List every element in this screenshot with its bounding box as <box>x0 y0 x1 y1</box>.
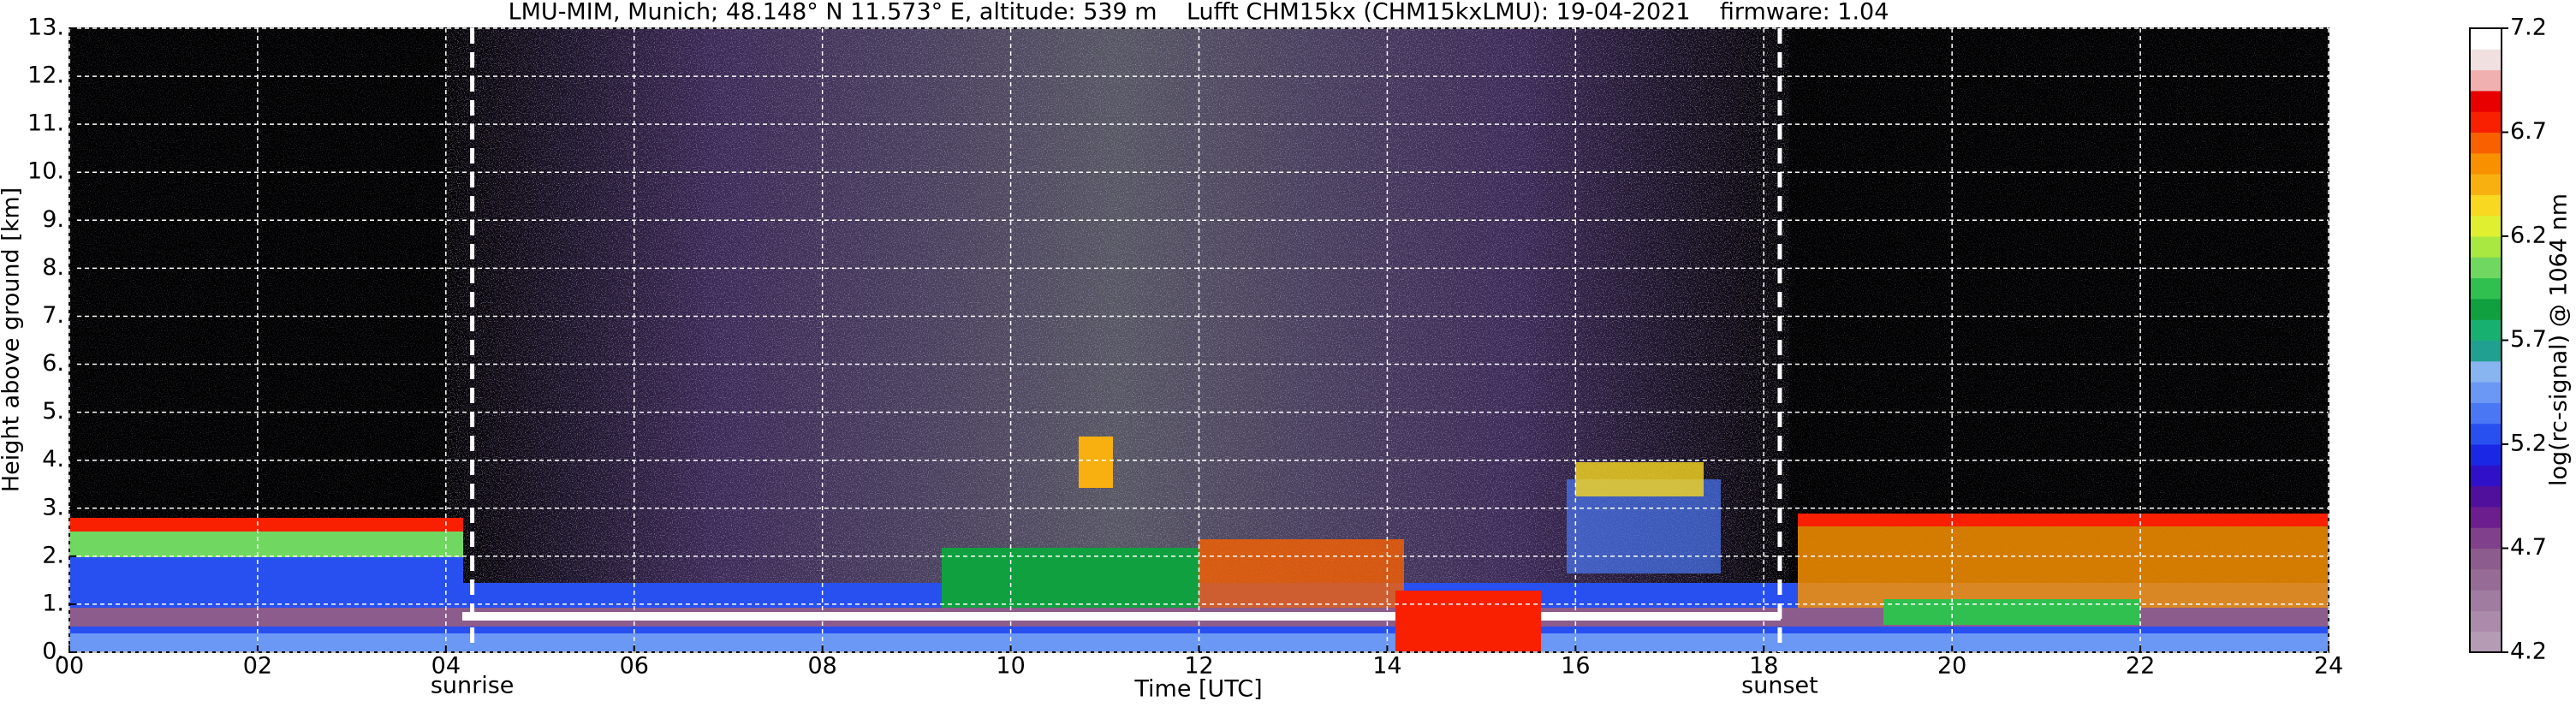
x-tick-label: 20 <box>1937 653 1966 680</box>
colorbar-segment <box>2470 360 2502 383</box>
colorbar-segment <box>2470 340 2502 362</box>
y-tick-label: 6. <box>42 350 64 377</box>
x-tick-label: 16 <box>1561 653 1590 680</box>
colorbar-segment <box>2470 111 2502 133</box>
x-tick-label: 04 <box>431 653 461 680</box>
x-tick-label: 14 <box>1372 653 1401 680</box>
colorbar-segment <box>2470 631 2502 653</box>
y-tick-label: 0. <box>42 639 64 665</box>
colorbar-segment <box>2470 506 2502 528</box>
colorbar-tick-label: 4.7 <box>2510 534 2547 561</box>
colorbar-label: log(rc-signal) @ 1064 nm <box>2546 193 2573 486</box>
colorbar-segment <box>2470 590 2502 611</box>
colorbar-segment <box>2470 174 2502 195</box>
y-tick-label: 10. <box>27 158 64 185</box>
y-axis-label: Height above ground [km] <box>0 187 25 492</box>
y-tick-label: 5. <box>42 398 64 425</box>
y-tick-label: 8. <box>42 254 64 281</box>
colorbar-segment <box>2470 257 2502 279</box>
y-tick-label: 11. <box>27 110 64 137</box>
colorbar-segment <box>2470 298 2502 320</box>
colorbar-segment <box>2470 444 2502 466</box>
x-tick-label: 10 <box>996 653 1025 680</box>
x-tick-label: 22 <box>2126 653 2155 680</box>
event-label: sunrise <box>431 673 515 699</box>
colorbar-segment <box>2470 319 2502 341</box>
x-tick-label: 08 <box>807 653 836 680</box>
colorbar-segment <box>2470 90 2502 112</box>
colorbar-segment <box>2470 527 2502 549</box>
colorbar-segment <box>2470 485 2502 508</box>
colorbar-segment <box>2470 28 2502 50</box>
event-label: sunset <box>1741 673 1818 699</box>
colorbar-tick-label: 5.7 <box>2510 326 2547 353</box>
y-tick-label: 2. <box>42 542 64 568</box>
colorbar-segment <box>2470 69 2502 92</box>
x-tick-label: 06 <box>620 653 649 680</box>
colorbar-segment <box>2470 132 2502 154</box>
y-tick-label: 9. <box>42 206 64 233</box>
colorbar-segment <box>2470 382 2502 403</box>
colorbar-segment <box>2470 236 2502 258</box>
x-tick-label: 24 <box>2314 653 2343 680</box>
x-tick-label: 02 <box>243 653 272 680</box>
colorbar-segment <box>2470 402 2502 425</box>
colorbar-segment <box>2470 465 2502 487</box>
chart-title: LMU-MIM, Munich; 48.148° N 11.573° E, al… <box>509 0 1889 26</box>
y-tick-label: 1. <box>42 590 64 616</box>
colorbar-segment <box>2470 215 2502 237</box>
y-tick-label: 4. <box>42 446 64 472</box>
x-tick-label: 18 <box>1749 653 1778 680</box>
colorbar-segment <box>2470 277 2502 300</box>
y-tick-label: 7. <box>42 302 64 329</box>
colorbar-tick-label: 6.7 <box>2510 118 2547 145</box>
colorbar-segment <box>2470 152 2502 175</box>
colorbar-segment <box>2470 49 2502 71</box>
colorbar-tick-label: 7.2 <box>2510 15 2547 41</box>
colorbar-segment <box>2470 548 2502 570</box>
x-tick-label: 00 <box>55 653 84 680</box>
colorbar-segment <box>2470 194 2502 217</box>
colorbar-tick-label: 4.2 <box>2510 639 2547 665</box>
x-tick-label: 12 <box>1184 653 1213 680</box>
x-axis-label: Time [UTC] <box>1133 676 1262 703</box>
colorbar-segment <box>2470 423 2502 445</box>
y-tick-label: 12. <box>27 62 64 89</box>
colorbar-segment <box>2470 610 2502 633</box>
y-tick-label: 3. <box>42 494 64 520</box>
colorbar-tick-label: 6.2 <box>2510 223 2547 249</box>
y-tick-label: 13. <box>27 15 64 41</box>
colorbar-tick-label: 5.2 <box>2510 431 2547 457</box>
colorbar-segment <box>2470 568 2502 591</box>
